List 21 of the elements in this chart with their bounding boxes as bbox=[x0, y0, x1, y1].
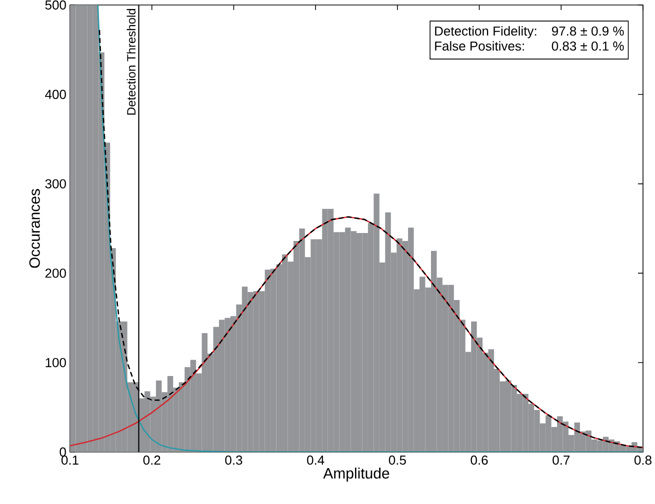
x-axis-title: Amplitude bbox=[323, 468, 390, 482]
x-tick-label: 0.6 bbox=[470, 456, 488, 465]
x-tick-label: 0.8 bbox=[634, 456, 652, 465]
annotation: False Positives: bbox=[435, 41, 524, 51]
y-tick-label: 500 bbox=[45, 0, 66, 10]
y-tick-label: 100 bbox=[46, 358, 66, 368]
x-tick-label: 0.3 bbox=[225, 456, 242, 465]
annotation: 0.83 ± 0.1 % bbox=[552, 41, 624, 51]
y-tick-label: 300 bbox=[45, 179, 66, 188]
annotation: Detection Fidelity: bbox=[435, 26, 536, 38]
x-tick-label: 0.4 bbox=[307, 456, 324, 465]
x-tick-label: 0.2 bbox=[143, 456, 160, 465]
x-tick-label: 0.1 bbox=[61, 456, 78, 465]
x-tick-label: 0.5 bbox=[388, 456, 406, 465]
ref-line-label: Detection Threshold bbox=[126, 9, 136, 115]
annotation: 97.8 ± 0.9 % bbox=[552, 26, 624, 36]
y-tick-label: 400 bbox=[45, 90, 66, 99]
x-tick-label: 0.7 bbox=[552, 456, 570, 465]
y-axis-title: Occurances bbox=[29, 189, 40, 268]
y-tick-label: 0 bbox=[60, 447, 66, 457]
y-tick-label: 200 bbox=[45, 268, 66, 278]
